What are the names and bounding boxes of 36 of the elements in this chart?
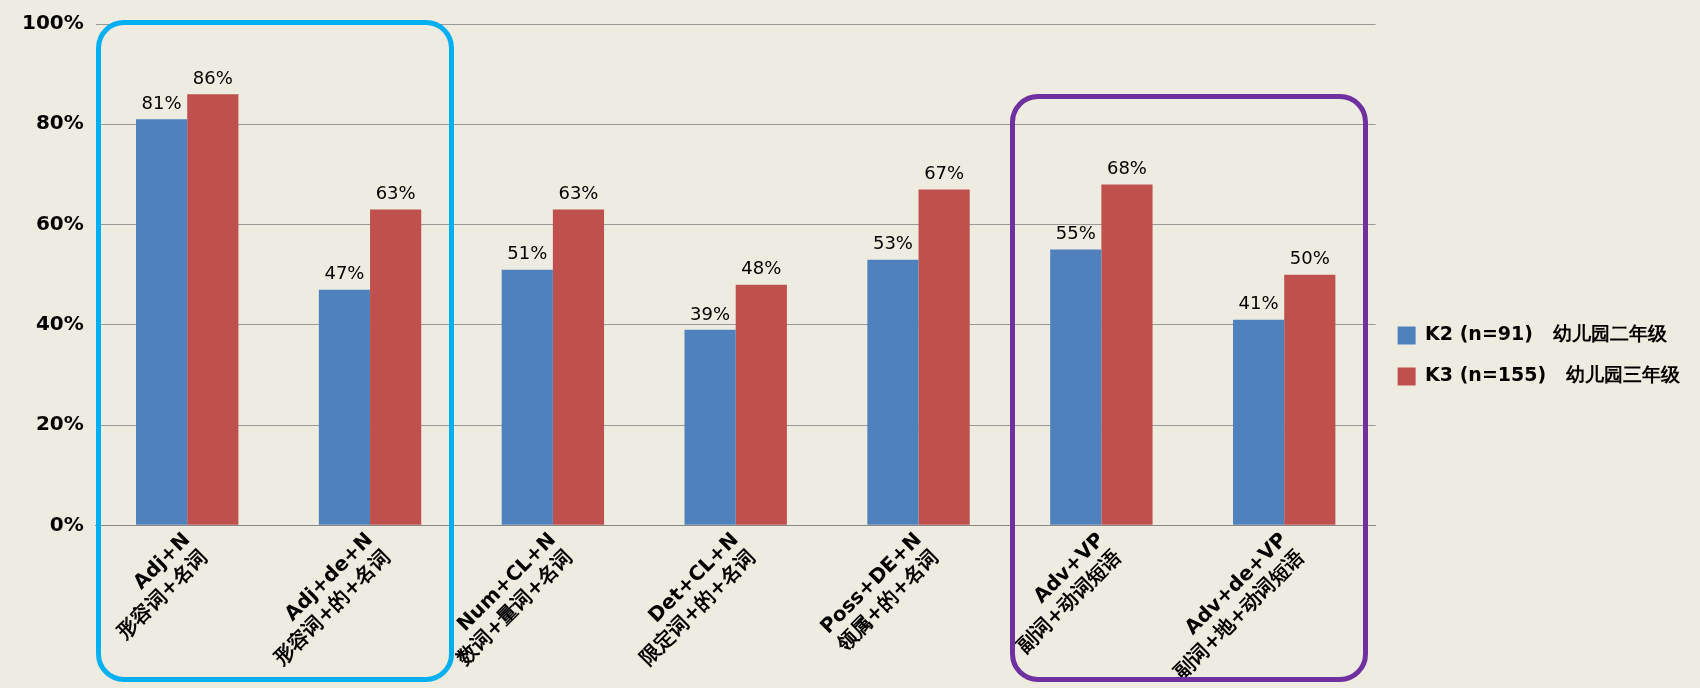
- y-tick-label: 60%: [35, 210, 84, 235]
- data-label: 81%: [141, 91, 182, 113]
- data-label: 55%: [1055, 222, 1096, 244]
- bar: [1284, 274, 1336, 525]
- data-label: 68%: [1106, 157, 1147, 179]
- bar: [735, 284, 787, 525]
- bar: [552, 209, 605, 525]
- data-label: 47%: [324, 262, 365, 284]
- data-label: 50%: [1289, 247, 1330, 269]
- bar: [136, 119, 188, 525]
- bar: [501, 269, 553, 525]
- data-label: 67%: [924, 162, 965, 184]
- data-label: 63%: [375, 182, 416, 204]
- data-label: 39%: [690, 302, 731, 324]
- legend-label: K2 (n=91) 幼儿园二年级: [1425, 322, 1668, 345]
- bar: [867, 259, 919, 525]
- y-tick-label: 0%: [49, 511, 84, 536]
- bar: [187, 94, 239, 525]
- y-tick-label: 80%: [35, 110, 84, 135]
- y-tick-label: 100%: [21, 10, 84, 35]
- data-label: 51%: [507, 242, 548, 264]
- data-label: 41%: [1238, 292, 1279, 314]
- bar: [1050, 249, 1102, 525]
- data-label: 53%: [872, 232, 913, 254]
- y-tick-label: 20%: [35, 411, 84, 436]
- bar: [684, 329, 736, 525]
- y-tick-label: 40%: [35, 311, 84, 336]
- data-label: 48%: [741, 257, 782, 279]
- bar: [1233, 319, 1285, 525]
- bar: [918, 189, 970, 525]
- bar: [1101, 184, 1153, 525]
- data-label: 63%: [558, 182, 599, 204]
- bar: [370, 209, 422, 525]
- data-label: 86%: [192, 66, 233, 88]
- legend-label: K3 (n=155) 幼儿园三年级: [1425, 363, 1681, 386]
- bar: [318, 289, 371, 525]
